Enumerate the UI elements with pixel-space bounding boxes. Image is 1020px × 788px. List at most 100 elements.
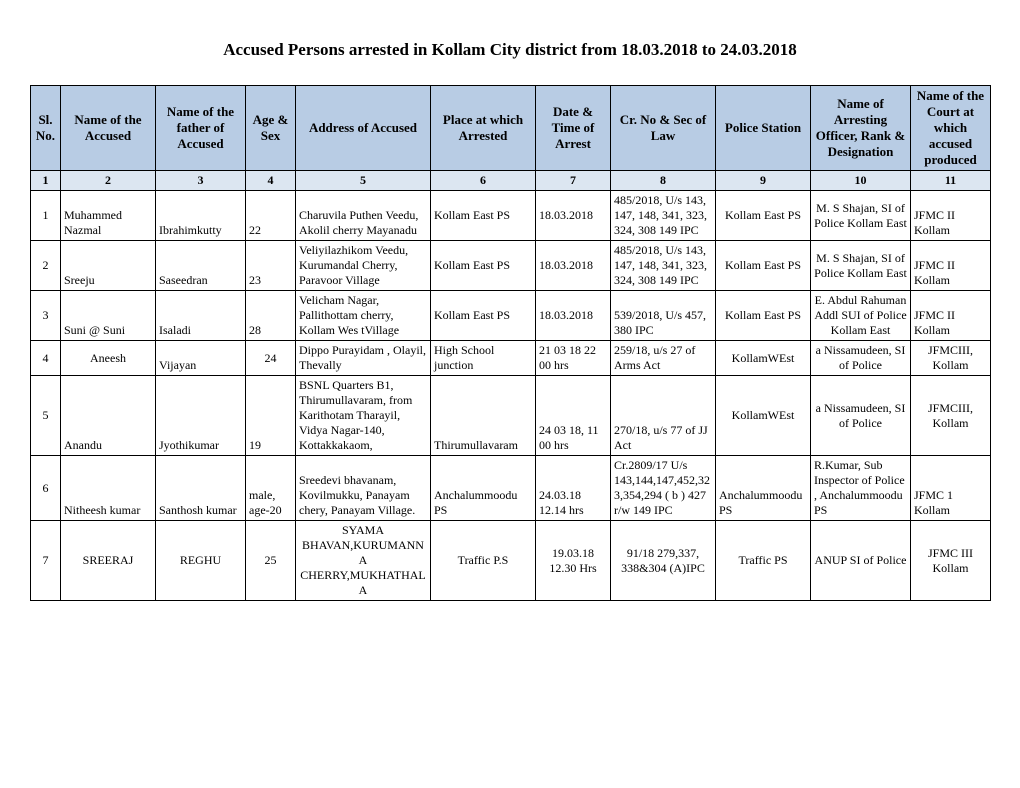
table-cell: JFMC II Kollam xyxy=(911,191,991,241)
col-header: Place at which Arrested xyxy=(431,86,536,171)
table-cell: Jyothikumar xyxy=(156,376,246,456)
table-cell: JFMCIII, Kollam xyxy=(911,376,991,456)
table-cell: Ibrahimkutty xyxy=(156,191,246,241)
table-cell: Kollam East PS xyxy=(431,291,536,341)
table-cell: JFMC II Kollam xyxy=(911,291,991,341)
table-cell: 1 xyxy=(31,191,61,241)
table-cell: 19.03.18 12.30 Hrs xyxy=(536,521,611,601)
table-row: 1Muhammed NazmalIbrahimkutty22Charuvila … xyxy=(31,191,991,241)
table-cell: KollamWEst xyxy=(716,341,811,376)
table-cell: Charuvila Puthen Veedu, Akolil cherry Ma… xyxy=(296,191,431,241)
table-row: 2SreejuSaseedran23Veliyilazhikom Veedu, … xyxy=(31,241,991,291)
table-row: 4AneeshVijayan24Dippo Purayidam , Olayil… xyxy=(31,341,991,376)
table-cell: Anchalummoodu PS xyxy=(716,456,811,521)
table-cell: a Nissamudeen, SI of Police xyxy=(811,341,911,376)
col-header: Age & Sex xyxy=(246,86,296,171)
table-cell: JFMC II Kollam xyxy=(911,241,991,291)
header-row: Sl. No. Name of the Accused Name of the … xyxy=(31,86,991,171)
number-row: 1 2 3 4 5 6 7 8 9 10 11 xyxy=(31,171,991,191)
col-header: Name of the Court at which accused produ… xyxy=(911,86,991,171)
table-cell: 24 03 18, 11 00 hrs xyxy=(536,376,611,456)
table-cell: Santhosh kumar xyxy=(156,456,246,521)
table-row: 5AnanduJyothikumar19BSNL Quarters B1, Th… xyxy=(31,376,991,456)
table-cell: 19 xyxy=(246,376,296,456)
table-cell: 28 xyxy=(246,291,296,341)
col-header: Name of the Accused xyxy=(61,86,156,171)
col-header: Address of Accused xyxy=(296,86,431,171)
col-header: Name of the father of Accused xyxy=(156,86,246,171)
col-number: 4 xyxy=(246,171,296,191)
col-number: 9 xyxy=(716,171,811,191)
table-cell: 91/18 279,337, 338&304 (A)IPC xyxy=(611,521,716,601)
table-row: 3Suni @ SuniIsaladi28Velicham Nagar, Pal… xyxy=(31,291,991,341)
table-cell: KollamWEst xyxy=(716,376,811,456)
col-header: Sl. No. xyxy=(31,86,61,171)
table-cell: Anandu xyxy=(61,376,156,456)
col-number: 11 xyxy=(911,171,991,191)
col-header: Police Station xyxy=(716,86,811,171)
table-cell: 4 xyxy=(31,341,61,376)
table-cell: 23 xyxy=(246,241,296,291)
table-body: 1Muhammed NazmalIbrahimkutty22Charuvila … xyxy=(31,191,991,601)
col-number: 7 xyxy=(536,171,611,191)
table-cell: E. Abdul Rahuman Addl SUI of Police Koll… xyxy=(811,291,911,341)
table-cell: SREERAJ xyxy=(61,521,156,601)
table-cell: Isaladi xyxy=(156,291,246,341)
table-cell: REGHU xyxy=(156,521,246,601)
table-cell: Sreedevi bhavanam, Kovilmukku, Panayam c… xyxy=(296,456,431,521)
table-cell: male, age-20 xyxy=(246,456,296,521)
col-number: 3 xyxy=(156,171,246,191)
table-cell: Nitheesh kumar xyxy=(61,456,156,521)
table-cell: High School junction xyxy=(431,341,536,376)
col-header: Cr. No & Sec of Law xyxy=(611,86,716,171)
table-cell: 485/2018, U/s 143, 147, 148, 341, 323, 3… xyxy=(611,191,716,241)
table-row: 7SREERAJREGHU25SYAMA BHAVAN,KURUMANNA CH… xyxy=(31,521,991,601)
arrest-table: Sl. No. Name of the Accused Name of the … xyxy=(30,85,991,601)
table-cell: Traffic P.S xyxy=(431,521,536,601)
table-cell: 259/18, u/s 27 of Arms Act xyxy=(611,341,716,376)
table-cell: JFMCIII, Kollam xyxy=(911,341,991,376)
table-cell: Kollam East PS xyxy=(431,191,536,241)
col-header: Date & Time of Arrest xyxy=(536,86,611,171)
table-cell: Dippo Purayidam , Olayil, Thevally xyxy=(296,341,431,376)
page-title: Accused Persons arrested in Kollam City … xyxy=(30,40,990,60)
table-cell: Muhammed Nazmal xyxy=(61,191,156,241)
col-number: 10 xyxy=(811,171,911,191)
table-cell: Anchalummoodu PS xyxy=(431,456,536,521)
table-cell: Traffic PS xyxy=(716,521,811,601)
table-cell: 24 xyxy=(246,341,296,376)
table-cell: 21 03 18 22 00 hrs xyxy=(536,341,611,376)
table-cell: BSNL Quarters B1, Thirumullavaram, from … xyxy=(296,376,431,456)
table-cell: JFMC III Kollam xyxy=(911,521,991,601)
table-cell: SYAMA BHAVAN,KURUMANNA CHERRY,MUKHATHALA xyxy=(296,521,431,601)
table-cell: 18.03.2018 xyxy=(536,191,611,241)
table-cell: M. S Shajan, SI of Police Kollam East xyxy=(811,241,911,291)
table-cell: Veliyilazhikom Veedu, Kurumandal Cherry,… xyxy=(296,241,431,291)
table-cell: Sreeju xyxy=(61,241,156,291)
table-cell: Aneesh xyxy=(61,341,156,376)
table-cell: JFMC 1 Kollam xyxy=(911,456,991,521)
table-cell: 5 xyxy=(31,376,61,456)
table-row: 6Nitheesh kumarSanthosh kumarmale, age-2… xyxy=(31,456,991,521)
table-cell: Kollam East PS xyxy=(716,191,811,241)
table-cell: 24.03.18 12.14 hrs xyxy=(536,456,611,521)
col-header: Name of Arresting Officer, Rank & Design… xyxy=(811,86,911,171)
table-cell: 3 xyxy=(31,291,61,341)
table-cell: 7 xyxy=(31,521,61,601)
table-cell: 22 xyxy=(246,191,296,241)
table-cell: 6 xyxy=(31,456,61,521)
table-cell: Kollam East PS xyxy=(716,241,811,291)
table-cell: 18.03.2018 xyxy=(536,291,611,341)
table-cell: a Nissamudeen, SI of Police xyxy=(811,376,911,456)
table-cell: 485/2018, U/s 143, 147, 148, 341, 323, 3… xyxy=(611,241,716,291)
table-cell: Vijayan xyxy=(156,341,246,376)
table-cell: 18.03.2018 xyxy=(536,241,611,291)
table-cell: Cr.2809/17 U/s 143,144,147,452,323,354,2… xyxy=(611,456,716,521)
table-cell: Saseedran xyxy=(156,241,246,291)
table-cell: Suni @ Suni xyxy=(61,291,156,341)
table-cell: 539/2018, U/s 457, 380 IPC xyxy=(611,291,716,341)
col-number: 5 xyxy=(296,171,431,191)
col-number: 1 xyxy=(31,171,61,191)
col-number: 6 xyxy=(431,171,536,191)
table-cell: M. S Shajan, SI of Police Kollam East xyxy=(811,191,911,241)
